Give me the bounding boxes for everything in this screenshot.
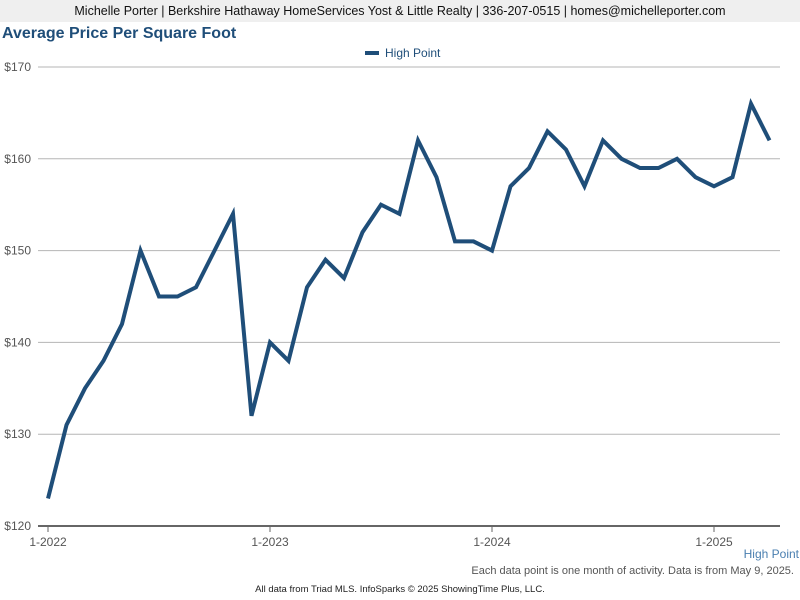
legend-swatch xyxy=(365,51,379,55)
series-tag: High Point xyxy=(743,547,799,561)
y-tick-label: $120 xyxy=(4,519,31,533)
x-tick-label: 1-2025 xyxy=(695,535,733,549)
x-tick-label: 1-2023 xyxy=(251,535,289,549)
footer-credit: All data from Triad MLS. InfoSparks © 20… xyxy=(255,584,545,595)
y-tick-label: $160 xyxy=(4,152,31,166)
y-tick-label: $140 xyxy=(4,335,31,349)
data-note: Each data point is one month of activity… xyxy=(471,565,794,577)
chart-legend: High Point xyxy=(365,46,440,60)
x-tick-label: 1-2024 xyxy=(473,535,511,549)
y-tick-label: $170 xyxy=(4,60,31,74)
chart-title: Average Price Per Square Foot xyxy=(2,25,237,42)
x-tick-label: 1-2022 xyxy=(29,535,67,549)
legend-label: High Point xyxy=(385,46,441,60)
y-tick-label: $150 xyxy=(4,244,31,258)
series-line-high-point xyxy=(46,98,772,499)
contact-header: Michelle Porter | Berkshire Hathaway Hom… xyxy=(0,0,800,22)
y-tick-label: $130 xyxy=(4,427,31,441)
contact-line: Michelle Porter | Berkshire Hathaway Hom… xyxy=(74,4,726,18)
